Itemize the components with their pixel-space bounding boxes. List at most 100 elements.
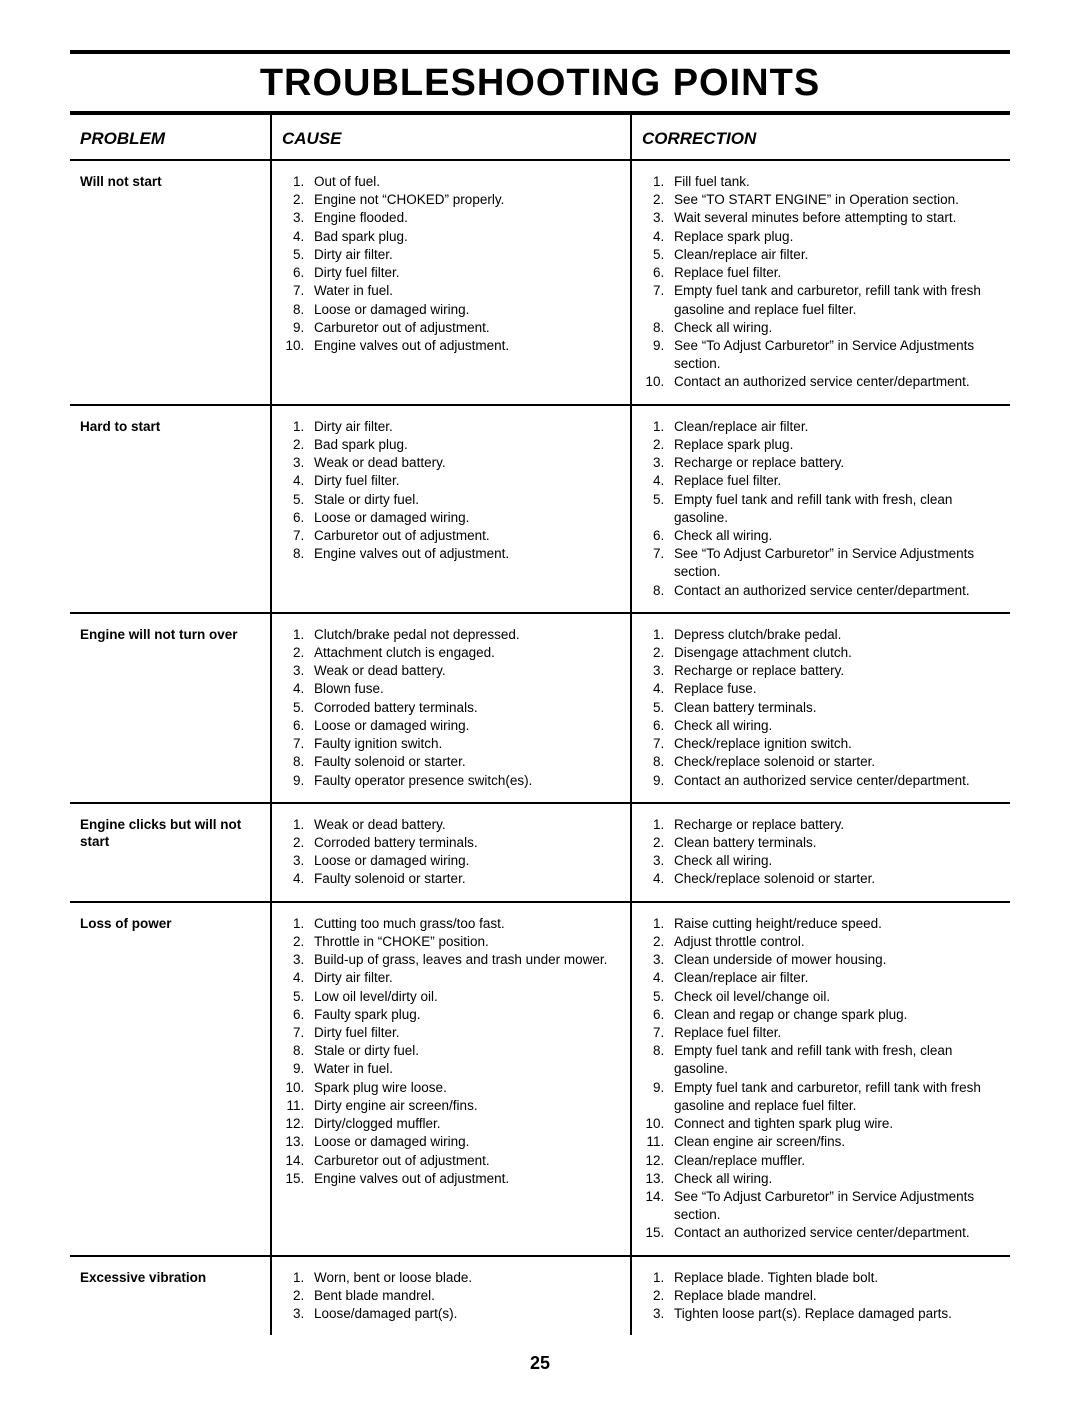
list-item: Clean/replace air filter. <box>668 246 1004 264</box>
list-item: Dirty fuel filter. <box>308 1024 624 1042</box>
list-item: Stale or dirty fuel. <box>308 491 624 509</box>
list-item: Replace blade. Tighten blade bolt. <box>668 1269 1004 1287</box>
list-item: Corroded battery terminals. <box>308 699 624 717</box>
correction-list: Raise cutting height/reduce speed.Adjust… <box>642 915 1004 1243</box>
list-item: Blown fuse. <box>308 680 624 698</box>
list-item: Bent blade mandrel. <box>308 1287 624 1305</box>
troubleshooting-table: PROBLEM CAUSE CORRECTION Will not startO… <box>70 115 1010 1335</box>
list-item: See “TO START ENGINE” in Operation secti… <box>668 191 1004 209</box>
problem-cell: Excessive vibration <box>70 1257 270 1336</box>
problem-cell: Engine will not turn over <box>70 614 270 802</box>
list-item: Carburetor out of adjustment. <box>308 319 624 337</box>
list-item: Throttle in “CHOKE” position. <box>308 933 624 951</box>
problem-text: Hard to start <box>80 418 264 436</box>
list-item: Clean/replace muffler. <box>668 1152 1004 1170</box>
list-item: Faulty spark plug. <box>308 1006 624 1024</box>
list-item: Replace blade mandrel. <box>668 1287 1004 1305</box>
problem-text: Will not start <box>80 173 264 191</box>
list-item: Clutch/brake pedal not depressed. <box>308 626 624 644</box>
problem-cell: Loss of power <box>70 903 270 1255</box>
correction-cell: Raise cutting height/reduce speed.Adjust… <box>630 903 1010 1255</box>
table-row: Excessive vibration Worn, bent or loose b… <box>70 1257 1010 1336</box>
list-item: Spark plug wire loose. <box>308 1079 624 1097</box>
list-item: Attachment clutch is engaged. <box>308 644 624 662</box>
list-item: Replace spark plug. <box>668 228 1004 246</box>
list-item: Corroded battery terminals. <box>308 834 624 852</box>
correction-list: Depress clutch/brake pedal.Disengage att… <box>642 626 1004 790</box>
list-item: Dirty air filter. <box>308 418 624 436</box>
list-item: Empty fuel tank and refill tank with fre… <box>668 491 1004 527</box>
problem-text: Engine clicks but will not start <box>80 816 264 851</box>
list-item: Carburetor out of adjustment. <box>308 1152 624 1170</box>
list-item: Check/replace solenoid or starter. <box>668 870 1004 888</box>
list-item: Replace spark plug. <box>668 436 1004 454</box>
header-problem: PROBLEM <box>70 115 270 159</box>
list-item: Empty fuel tank and refill tank with fre… <box>668 1042 1004 1078</box>
list-item: Dirty fuel filter. <box>308 264 624 282</box>
correction-cell: Depress clutch/brake pedal.Disengage att… <box>630 614 1010 802</box>
list-item: Loose or damaged wiring. <box>308 1133 624 1151</box>
list-item: Recharge or replace battery. <box>668 816 1004 834</box>
list-item: Faulty operator presence switch(es). <box>308 772 624 790</box>
cause-list: Weak or dead battery.Corroded battery te… <box>282 816 624 889</box>
cause-list: Cutting too much grass/too fast.Throttle… <box>282 915 624 1188</box>
list-item: Check all wiring. <box>668 319 1004 337</box>
header-correction: CORRECTION <box>630 115 1010 159</box>
list-item: Adjust throttle control. <box>668 933 1004 951</box>
list-item: Check/replace solenoid or starter. <box>668 753 1004 771</box>
correction-cell: Replace blade. Tighten blade bolt.Replac… <box>630 1257 1010 1336</box>
list-item: Recharge or replace battery. <box>668 662 1004 680</box>
list-item: Check all wiring. <box>668 1170 1004 1188</box>
page-title: TROUBLESHOOTING POINTS <box>70 62 1010 105</box>
table-row: Hard to start Dirty air filter.Bad spark … <box>70 406 1010 614</box>
list-item: Carburetor out of adjustment. <box>308 527 624 545</box>
list-item: Replace fuel filter. <box>668 264 1004 282</box>
page-number: 25 <box>70 1353 1010 1374</box>
cause-cell: Dirty air filter.Bad spark plug.Weak or … <box>270 406 630 612</box>
list-item: Engine not “CHOKED” properly. <box>308 191 624 209</box>
list-item: Clean underside of mower housing. <box>668 951 1004 969</box>
correction-cell: Fill fuel tank.See “TO START ENGINE” in … <box>630 161 1010 404</box>
list-item: Recharge or replace battery. <box>668 454 1004 472</box>
list-item: Stale or dirty fuel. <box>308 1042 624 1060</box>
list-item: Dirty fuel filter. <box>308 472 624 490</box>
list-item: Check all wiring. <box>668 852 1004 870</box>
list-item: Clean battery terminals. <box>668 834 1004 852</box>
list-item: Clean and regap or change spark plug. <box>668 1006 1004 1024</box>
page: TROUBLESHOOTING POINTS PROBLEM CAUSE COR… <box>0 0 1080 1404</box>
cause-list: Dirty air filter.Bad spark plug.Weak or … <box>282 418 624 564</box>
list-item: Depress clutch/brake pedal. <box>668 626 1004 644</box>
correction-list: Replace blade. Tighten blade bolt.Replac… <box>642 1269 1004 1324</box>
list-item: Faulty solenoid or starter. <box>308 870 624 888</box>
list-item: Wait several minutes before attempting t… <box>668 209 1004 227</box>
table-row: Will not startOut of fuel.Engine not “CH… <box>70 161 1010 406</box>
list-item: Check/replace ignition switch. <box>668 735 1004 753</box>
problem-text: Excessive vibration <box>80 1269 264 1287</box>
cause-list: Worn, bent or loose blade.Bent blade man… <box>282 1269 624 1324</box>
table-row: Engine clicks but will not start Weak or … <box>70 804 1010 903</box>
list-item: Empty fuel tank and carburetor, refill t… <box>668 282 1004 318</box>
list-item: Clean/replace air filter. <box>668 418 1004 436</box>
list-item: Loose or damaged wiring. <box>308 717 624 735</box>
list-item: Contact an authorized service center/dep… <box>668 373 1004 391</box>
list-item: Clean battery terminals. <box>668 699 1004 717</box>
list-item: Check all wiring. <box>668 527 1004 545</box>
list-item: Replace fuse. <box>668 680 1004 698</box>
list-item: Clean engine air screen/fins. <box>668 1133 1004 1151</box>
list-item: Faulty solenoid or starter. <box>308 753 624 771</box>
cause-cell: Cutting too much grass/too fast.Throttle… <box>270 903 630 1255</box>
list-item: Check all wiring. <box>668 717 1004 735</box>
list-item: Disengage attachment clutch. <box>668 644 1004 662</box>
list-item: Contact an authorized service center/dep… <box>668 582 1004 600</box>
list-item: Dirty/clogged muffler. <box>308 1115 624 1133</box>
cause-list: Clutch/brake pedal not depressed.Attachm… <box>282 626 624 790</box>
list-item: Build-up of grass, leaves and trash unde… <box>308 951 624 969</box>
list-item: Loose or damaged wiring. <box>308 301 624 319</box>
list-item: Engine valves out of adjustment. <box>308 545 624 563</box>
correction-list: Fill fuel tank.See “TO START ENGINE” in … <box>642 173 1004 392</box>
table-row: Loss of power Cutting too much grass/too … <box>70 903 1010 1257</box>
cause-cell: Weak or dead battery.Corroded battery te… <box>270 804 630 901</box>
list-item: Replace fuel filter. <box>668 1024 1004 1042</box>
list-item: Connect and tighten spark plug wire. <box>668 1115 1004 1133</box>
problem-text: Loss of power <box>80 915 264 933</box>
